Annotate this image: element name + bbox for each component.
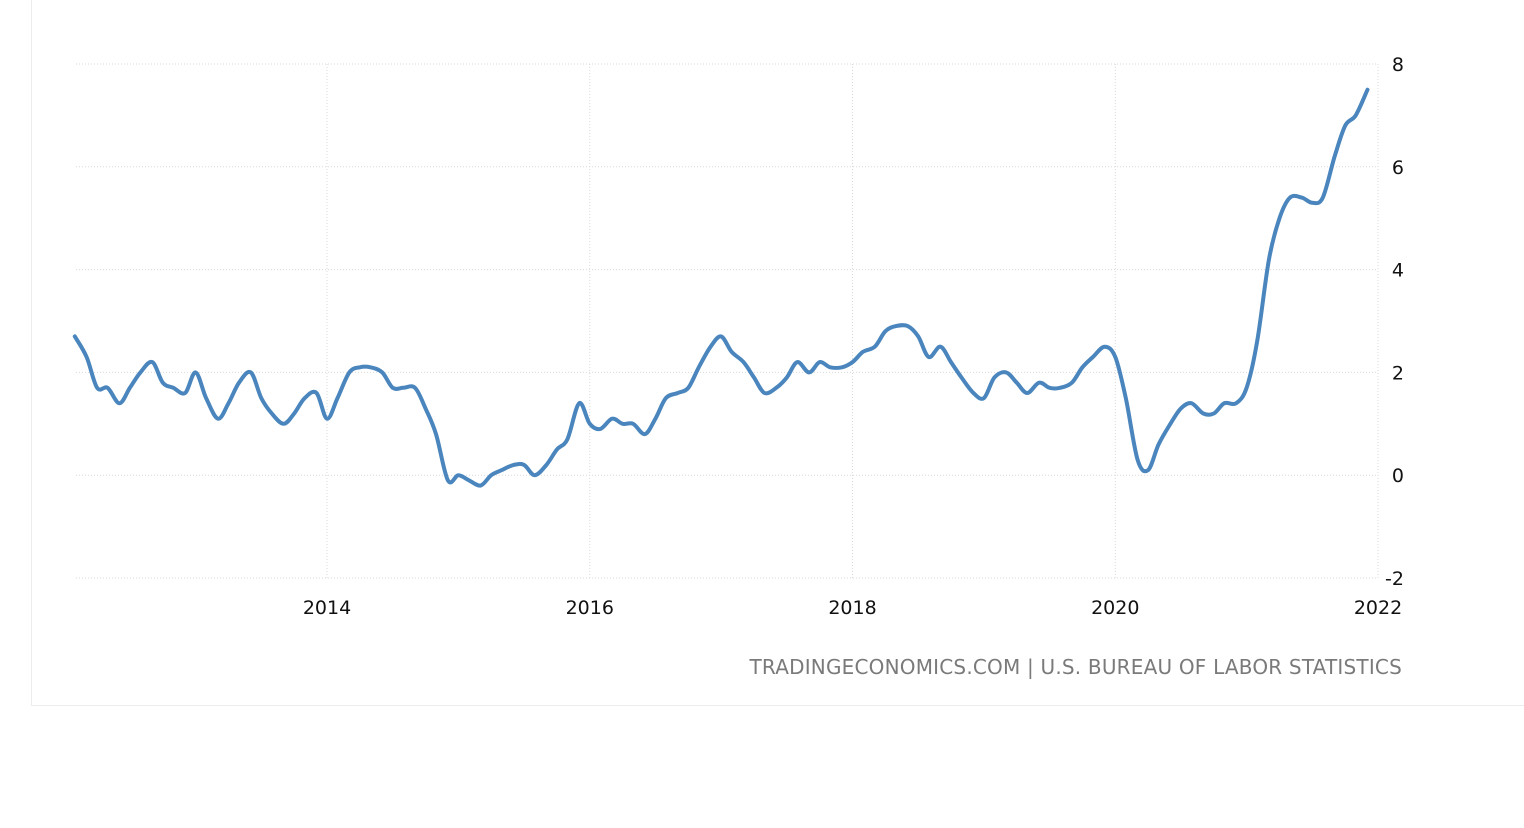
y-tick-label: 6 — [1392, 157, 1404, 179]
source-attribution: TRADINGECONOMICS.COM | U.S. BUREAU OF LA… — [749, 655, 1402, 679]
chart-card — [31, 0, 1524, 706]
x-tick-label: 2016 — [566, 597, 614, 619]
y-axis-tick-labels: 8 6 4 2 0 -2 — [1385, 54, 1404, 590]
x-tick-label: 2022 — [1354, 597, 1402, 619]
series-layer — [72, 87, 1370, 488]
y-tick-label: 0 — [1392, 465, 1404, 487]
horizontal-gridlines — [76, 63, 1378, 579]
x-tick-label: 2014 — [303, 597, 351, 619]
y-tick-label: -2 — [1385, 568, 1404, 590]
y-tick-label: 2 — [1392, 362, 1404, 384]
y-tick-label: 4 — [1392, 260, 1404, 282]
x-axis-tick-labels: 2014 2016 2018 2020 2022 — [303, 597, 1402, 619]
x-tick-label: 2020 — [1091, 597, 1139, 619]
x-tick-label: 2018 — [828, 597, 876, 619]
line-chart: 8 6 4 2 0 -2 2014 2016 2018 2020 2022 — [72, 54, 1404, 619]
vertical-gridlines — [326, 64, 1379, 578]
y-tick-label: 8 — [1392, 54, 1404, 76]
series-line — [72, 87, 1370, 488]
